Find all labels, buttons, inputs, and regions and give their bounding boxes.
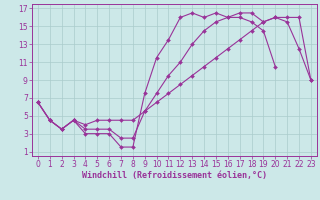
X-axis label: Windchill (Refroidissement éolien,°C): Windchill (Refroidissement éolien,°C)	[82, 171, 267, 180]
